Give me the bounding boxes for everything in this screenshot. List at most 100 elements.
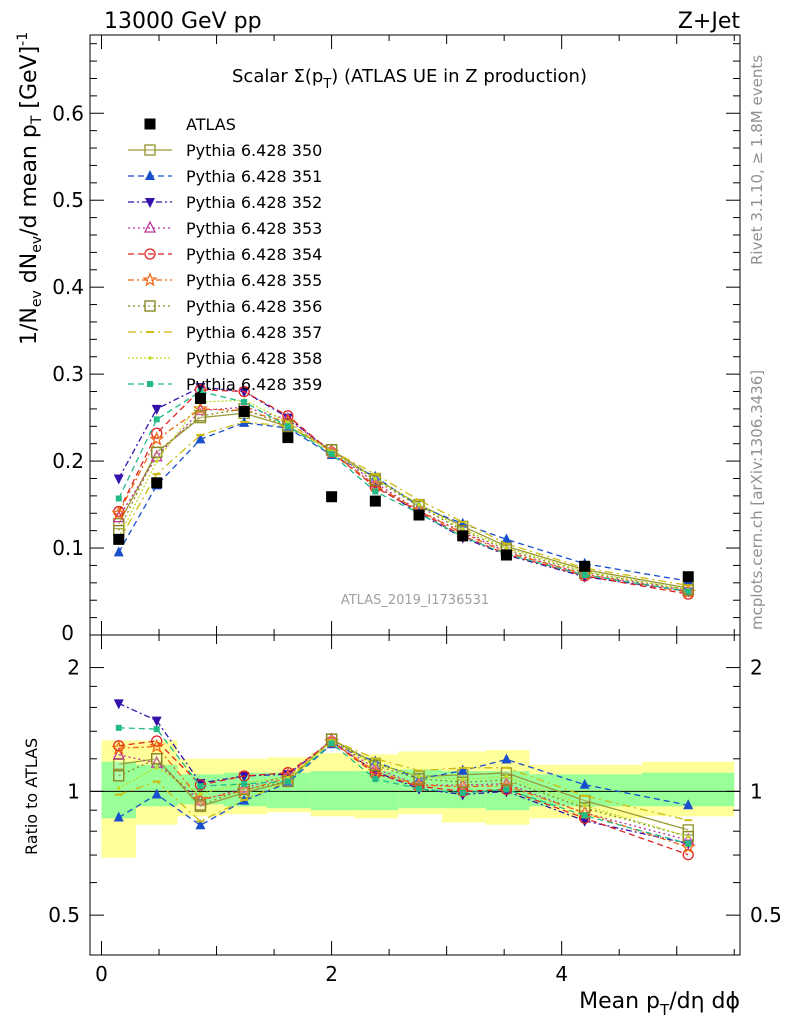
series-point [194, 410, 207, 422]
ratio-tick-label-right: 0.5 [750, 903, 782, 927]
ratio-line [118, 743, 689, 827]
legend-marker [144, 300, 156, 312]
series-point [113, 546, 124, 557]
legend-label: Pythia 6.428 356 [186, 297, 322, 316]
ratio-tick-label: 2 [67, 656, 80, 680]
ratio-point [686, 834, 691, 839]
atlas-point [194, 392, 206, 404]
ratio-point [284, 778, 291, 785]
ratio-point [241, 780, 248, 787]
atlas-point [579, 560, 591, 572]
ratio-point [683, 799, 694, 810]
ratio-series-359 [115, 724, 692, 847]
series-point [501, 533, 512, 544]
atlas-point [457, 530, 469, 542]
series-point [153, 416, 160, 423]
ratio-point [239, 772, 250, 783]
ratio-point [154, 765, 159, 770]
series-point [111, 505, 127, 520]
legend-marker [144, 248, 156, 260]
series-point [151, 446, 163, 459]
ratio-plot-frame [89, 634, 741, 956]
ratio-point [153, 726, 160, 733]
ratio-tick-label: 1 [67, 779, 80, 803]
ratio-point [582, 803, 587, 808]
series-point [241, 398, 248, 405]
ratio-point [115, 724, 122, 731]
ratio-point [113, 699, 124, 710]
series-point [113, 474, 124, 485]
legend-label: Pythia 6.428 357 [186, 323, 322, 342]
legend-marker [142, 272, 158, 287]
ratio-point [197, 783, 204, 790]
series-point [151, 427, 163, 439]
legend-label: Pythia 6.428 358 [186, 349, 322, 368]
x-axis-label: Mean pT/dη dϕ [579, 989, 740, 1019]
ratio-point [459, 789, 466, 796]
plot-title: Scalar Σ(pT) (ATLAS UE in Z production) [232, 66, 587, 92]
legend-label: Pythia 6.428 353 [186, 219, 322, 238]
atlas-point [282, 432, 294, 444]
ratio-point [116, 786, 121, 790]
x-tick-label: 4 [555, 962, 568, 986]
series-line [118, 399, 689, 591]
ratio-series-356 [113, 733, 694, 843]
series-356 [113, 403, 694, 596]
ratio-point [457, 764, 468, 775]
series-358 [116, 398, 691, 592]
x-tick-label: 2 [325, 962, 338, 986]
series-point [328, 451, 335, 458]
ratio-point [369, 761, 382, 774]
ratio-point [680, 839, 696, 854]
series-point [284, 423, 291, 430]
ratio-point [369, 759, 382, 772]
ratio-point [195, 819, 206, 830]
ratio-point [151, 753, 163, 765]
series-point [239, 387, 250, 398]
ratio-tick-label-right: 1 [750, 779, 763, 803]
legend-atlas-label: ATLAS [186, 115, 236, 134]
ratio-tick-label: 0.5 [48, 903, 80, 927]
ratio-point [113, 758, 125, 770]
axis-ticks: 0.1 0.2 0.3 0.4 0.5 0.6 0 0 2 4 0.5 0.5 1 1 2 2 [48, 35, 782, 986]
header-process: Z+Jet [678, 9, 741, 34]
atlas-point [151, 477, 163, 489]
legend-label: Pythia 6.428 350 [186, 141, 322, 160]
ratio-point [579, 778, 590, 789]
ratio-point [113, 811, 124, 822]
atlas-data [113, 392, 694, 583]
ratio-line [118, 738, 689, 831]
legend-marker [148, 356, 152, 360]
y-tick-label: 0.3 [52, 362, 84, 386]
y-tick-label: 0.1 [52, 536, 84, 560]
analysis-id-watermark: ATLAS_2019_I1736531 [341, 593, 489, 608]
legend-label: Pythia 6.428 355 [186, 271, 322, 290]
series-point [115, 495, 122, 502]
atlas-point [413, 509, 425, 521]
y-tick-label: 0.2 [52, 449, 84, 473]
header-energy: 13000 GeV pp [104, 9, 262, 34]
band-green [136, 764, 178, 807]
mcplots-label: mcplots.cern.ch [arXiv:1306.3436] [748, 370, 766, 630]
ratio-point [198, 792, 203, 796]
legend-marker [143, 220, 157, 233]
ratio-point [238, 780, 251, 793]
ratio-line [118, 740, 689, 848]
rivet-version-label: Rivet 3.1.10, ≥ 1.8M events [748, 55, 766, 265]
legend-marker [144, 144, 156, 156]
ratio-line [118, 727, 689, 845]
series-point [282, 413, 293, 424]
series-line [118, 406, 689, 592]
main-y-axis-label: 1/Nev dNev/d mean pT [GeV]-1 [15, 32, 45, 345]
ratio-point [113, 770, 125, 782]
series-line [118, 408, 689, 594]
atlas-point [369, 495, 381, 507]
series-point [373, 476, 378, 481]
ratio-point [581, 812, 588, 819]
y-tick-label: 0.5 [52, 188, 84, 212]
ratio-point [111, 740, 127, 755]
atlas-point [238, 406, 250, 418]
ratio-point [151, 788, 162, 799]
series-point [195, 433, 206, 444]
